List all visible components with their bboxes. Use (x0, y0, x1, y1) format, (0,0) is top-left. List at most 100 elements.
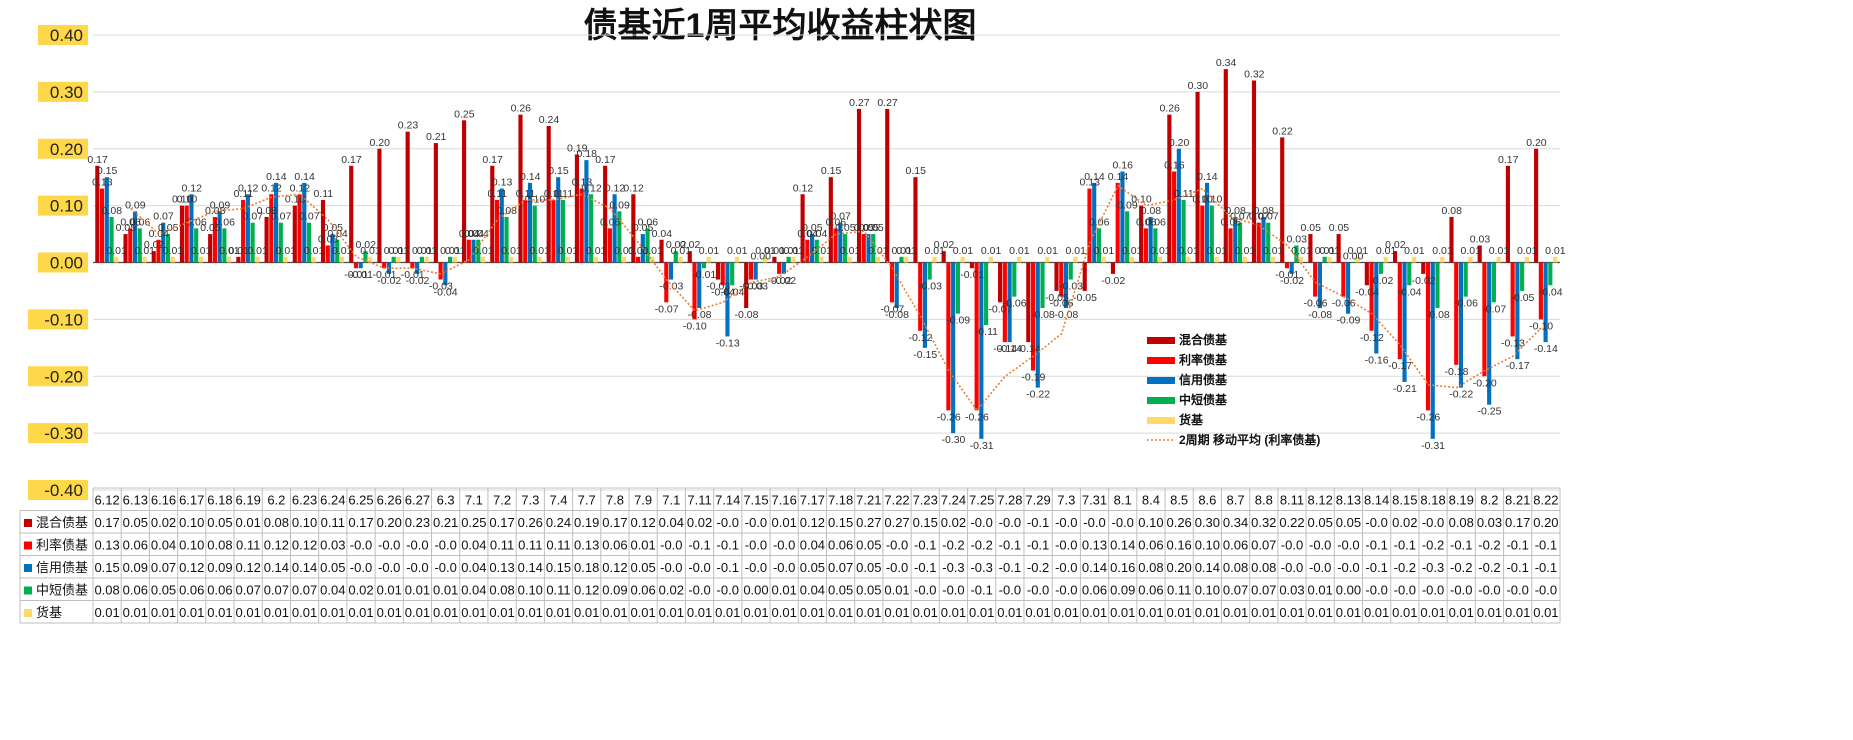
data-label: 0.01 (783, 245, 804, 257)
data-label: 0.11 (234, 188, 254, 200)
data-label: -0.06 (1303, 298, 1327, 310)
table-cell: 0.20 (1533, 515, 1558, 530)
bar (1378, 262, 1384, 274)
data-label: -0.01 (344, 269, 368, 281)
data-label: 0.05 (200, 222, 221, 234)
bar (1237, 222, 1243, 263)
data-label: 0.01 (445, 245, 466, 257)
bar (1186, 256, 1191, 263)
table-cell: -0.0 (970, 515, 992, 530)
data-label: 0.14 (294, 171, 315, 183)
data-label: 0.01 (1291, 245, 1312, 257)
data-label: 0.11 (487, 188, 507, 200)
table-cell: 0.09 (1110, 583, 1135, 598)
table-cell: 0.01 (207, 605, 232, 620)
table-cell: 0.01 (405, 605, 430, 620)
bar (584, 160, 589, 263)
bar (941, 251, 946, 263)
table-cell: 0.08 (94, 583, 119, 598)
y-tick-label: 0.30 (50, 83, 83, 102)
table-cell: 0.01 (433, 583, 458, 598)
data-label: 0.13 (92, 177, 113, 189)
table-cell: 0.01 (884, 583, 909, 598)
table-cell: 0.06 (602, 538, 627, 553)
table-cell: 0.01 (461, 605, 486, 620)
table-cell: -0.0 (1422, 515, 1444, 530)
data-label: 0.10 (172, 194, 193, 206)
bar (946, 262, 951, 411)
bar (617, 211, 622, 263)
data-label: 0.03 (1287, 233, 1308, 245)
data-label: 0.16 (1113, 160, 1134, 172)
data-label: -0.03 (744, 281, 768, 293)
table-cell: 0.02 (151, 515, 176, 530)
table-cell: 0.05 (1336, 515, 1361, 530)
legend-swatch (1147, 417, 1175, 424)
bar (1115, 182, 1120, 263)
data-label: 0.05 (158, 222, 179, 234)
table-cell: 0.01 (1166, 605, 1191, 620)
table-cell: -0.0 (1055, 515, 1077, 530)
bar (532, 205, 537, 263)
data-label: 0.15 (548, 165, 569, 177)
y-tick-highlight (38, 138, 88, 159)
data-label: -0.13 (716, 337, 740, 349)
table-cell: -0.1 (1027, 538, 1049, 553)
table-cell: -0.1 (1506, 538, 1528, 553)
data-label: 0.11 (1174, 188, 1194, 200)
x-tick-label: 7.16 (772, 493, 797, 508)
table-cell: 0.01 (800, 605, 825, 620)
data-label: -0.31 (1421, 440, 1445, 452)
x-tick-label: 8.4 (1142, 493, 1160, 508)
bar (1397, 262, 1402, 360)
bar (278, 222, 283, 263)
data-label: 0.01 (332, 245, 353, 257)
table-cell: 0.12 (630, 515, 655, 530)
bar (1007, 262, 1012, 343)
data-label: 0.06 (186, 216, 207, 228)
table-cell: 0.01 (264, 605, 289, 620)
data-label: -0.08 (735, 309, 759, 321)
data-label: 0.05 (1329, 222, 1350, 234)
table-cell: 0.03 (320, 538, 345, 553)
table-cell: 0.06 (1223, 538, 1248, 553)
bar (227, 256, 232, 263)
data-label: -0.01 (401, 269, 425, 281)
data-label: -0.30 (941, 434, 965, 446)
data-label: 0.07 (299, 211, 320, 223)
x-tick-label: 7.28 (997, 493, 1022, 508)
data-label: -0.03 (918, 281, 942, 293)
data-label: 0.08 (497, 205, 518, 217)
table-cell: -0.0 (688, 583, 710, 598)
legend-label: 信用债基 (1179, 372, 1228, 387)
data-label: -0.16 (1365, 355, 1389, 367)
bar (1016, 256, 1022, 263)
data-label: -0.02 (1280, 275, 1304, 287)
data-label: 0.19 (567, 142, 588, 154)
table-cell: -0.0 (717, 583, 739, 598)
bar (622, 256, 627, 263)
x-tick-label: 7.4 (549, 493, 567, 508)
table-cell: 0.01 (348, 605, 373, 620)
x-tick-label: 6.2 (267, 493, 285, 508)
bar (1181, 199, 1186, 263)
bar (1515, 262, 1520, 360)
table-cell: -0.1 (1027, 515, 1049, 530)
table-cell: 0.08 (1251, 560, 1276, 575)
bar (1299, 256, 1304, 263)
x-tick-label: 7.31 (1082, 493, 1107, 508)
bar (645, 228, 650, 263)
bar (490, 165, 495, 263)
table-cell: -0.0 (688, 560, 710, 575)
bar (612, 194, 617, 263)
bar (330, 234, 335, 263)
x-tick-label: 7.21 (856, 493, 881, 508)
data-label: 0.02 (666, 239, 687, 251)
data-label: -0.05 (1510, 292, 1534, 304)
table-cell: 0.01 (546, 605, 571, 620)
table-cell: 0.01 (489, 605, 514, 620)
data-label: 0.01 (779, 245, 800, 257)
table-legend-key (24, 564, 32, 572)
data-label: 0.12 (290, 182, 311, 194)
bar (1172, 171, 1177, 263)
